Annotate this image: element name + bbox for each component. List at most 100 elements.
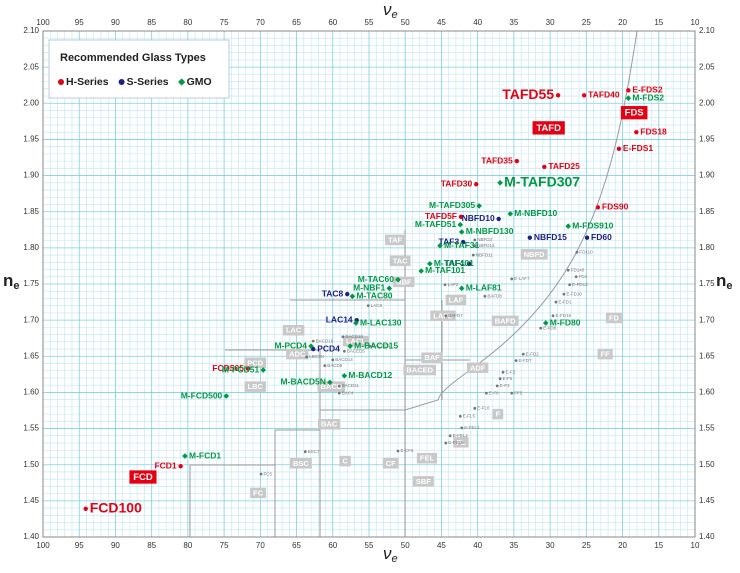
point (565, 223, 572, 229)
point (483, 294, 487, 298)
point (443, 283, 447, 287)
point-label: M-LAC130 (360, 317, 402, 327)
point (595, 205, 601, 210)
point (555, 93, 561, 98)
y-tick-label: 1.60 (23, 388, 39, 397)
x-tick-label: 80 (183, 541, 192, 550)
point-label: NBFD15 (534, 232, 567, 242)
point-label: M-TAF31 (444, 240, 480, 250)
x-tick-label: 10 (691, 541, 700, 550)
x-tick-label: 65 (292, 541, 301, 550)
point (311, 339, 315, 343)
y-tick-label: 2.10 (699, 26, 715, 35)
axis-symbol: ν (383, 544, 392, 563)
point (349, 293, 356, 300)
point-label: M-BACD5N (281, 377, 326, 387)
legend-marker (58, 79, 64, 85)
point-label: BSC7 (308, 449, 320, 454)
point-label: M-PCD51 (222, 364, 260, 374)
x-tick-label: 90 (111, 18, 120, 27)
x-tick-label: 95 (75, 18, 84, 27)
region-label: BACED (406, 366, 433, 375)
point-label: M-TAF101 (425, 265, 465, 275)
legend-box (48, 39, 230, 99)
point (471, 253, 475, 257)
point (260, 367, 267, 373)
y-tick-label: 1.75 (23, 279, 39, 288)
region-label-box (597, 348, 613, 360)
x-tick-label: 30 (546, 541, 555, 550)
point (347, 343, 353, 349)
region-label-box (393, 276, 415, 288)
region-label-box (382, 458, 399, 469)
legend-label: S-Series (127, 76, 169, 88)
point (616, 146, 622, 152)
point (496, 216, 501, 222)
x-tick-label: 60 (328, 18, 337, 27)
point-label: E-F5 (503, 376, 513, 381)
point (245, 366, 251, 371)
legend-marker (118, 79, 125, 85)
point-label: M-FDS910 (572, 220, 613, 230)
x-tick-label: 10 (691, 18, 700, 27)
point (303, 450, 307, 454)
region-label: SBF (416, 477, 431, 486)
x-axis-title-bottom: νe (383, 544, 398, 564)
series-tag: FCD (133, 472, 153, 483)
x-tick-label: 85 (147, 18, 156, 27)
y-tick-label: 2.05 (23, 62, 39, 71)
point (368, 344, 372, 348)
x-tick-label: 70 (256, 541, 265, 550)
region-label: F (496, 410, 501, 419)
plot-frame (42, 30, 696, 538)
point (337, 384, 341, 388)
point (341, 373, 348, 379)
point-label: FD140 (571, 267, 585, 272)
x-tick-label: 65 (292, 18, 301, 27)
point (498, 377, 502, 381)
x-tick-label: 85 (147, 541, 156, 550)
x-tick-label: 40 (473, 541, 482, 550)
point (259, 472, 263, 476)
point (395, 276, 401, 283)
x-tick-label: 25 (582, 541, 591, 550)
region-label: NBF (396, 277, 412, 286)
y-tick-label: 1.40 (23, 532, 39, 541)
region-label: LACL (346, 337, 366, 346)
point-label: M-TAC80 (356, 291, 392, 301)
point-label: FCD1 (154, 460, 176, 470)
point (427, 260, 433, 267)
region-label: BAF (424, 353, 440, 362)
x-tick-label: 20 (618, 18, 627, 27)
region-label: FD (609, 313, 620, 322)
point (396, 449, 400, 453)
x-tick-label: 15 (654, 541, 663, 550)
point (497, 180, 503, 186)
point (466, 261, 472, 266)
point (514, 158, 519, 164)
region-label: BAFD (495, 316, 516, 325)
axis-symbol: n (716, 271, 726, 290)
region-label-box (244, 357, 267, 369)
point-label: TAFD30 (441, 178, 473, 188)
region-label: CF (386, 459, 396, 468)
point-label: E-FDS1 (623, 143, 654, 153)
region-label: TAF (388, 235, 402, 244)
ticks: 100 100 95 95 90 90 85 85 80 80 75 75 70 70 65 65 60 60 55… (23, 18, 715, 550)
point (448, 434, 452, 438)
y-tick-label: 1.50 (699, 460, 715, 469)
x-tick-label: 35 (509, 541, 518, 550)
point (501, 370, 505, 374)
point-label: M-BACD12 (348, 370, 392, 380)
region-label-box (282, 325, 305, 336)
point-label: E-FEL1 (464, 425, 480, 430)
legend-title: Recommended Glass Types (60, 52, 206, 64)
point-label: E-FEL6 (448, 440, 464, 445)
point-label: TAC8 (322, 288, 344, 298)
x-tick-label: 55 (365, 541, 374, 550)
region-label-box (421, 352, 443, 363)
point-label: M-PCD4 (274, 340, 307, 350)
point-label: NBFD10 (462, 213, 495, 223)
